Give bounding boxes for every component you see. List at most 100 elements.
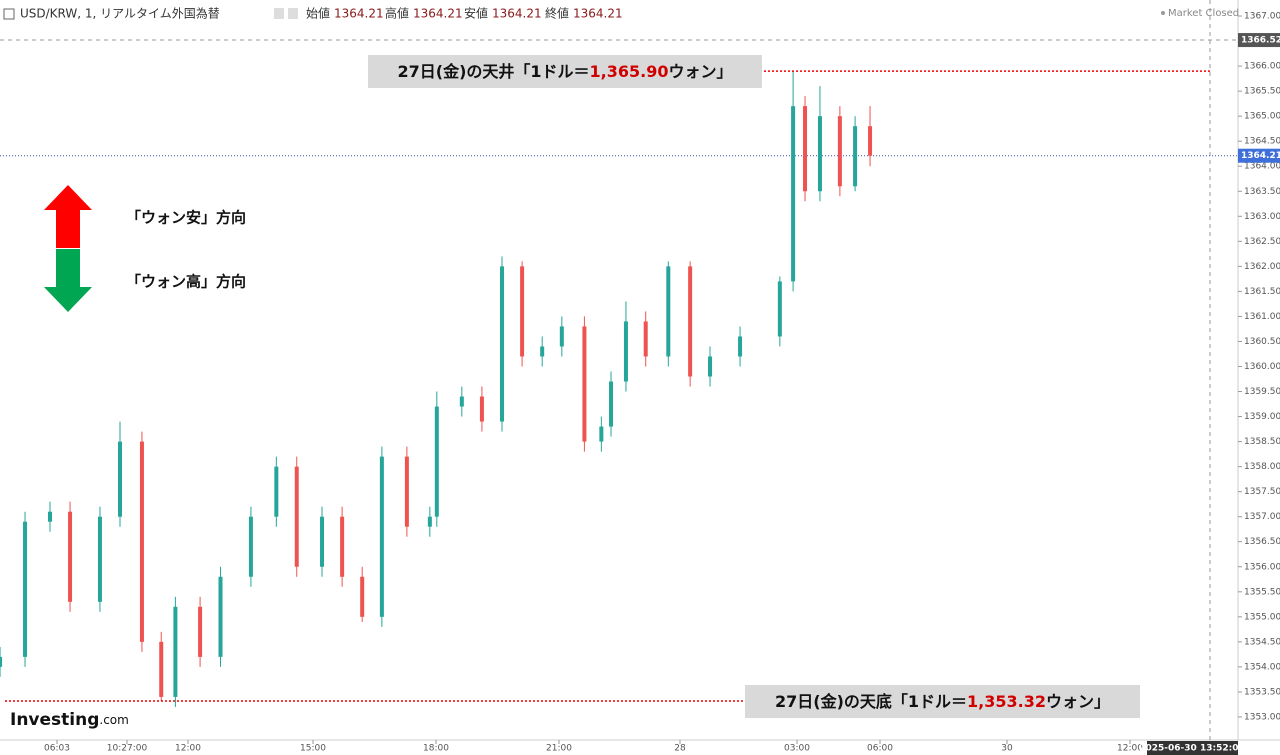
ohlc-label: 始値 <box>306 6 330 21</box>
candle-body <box>48 511 52 522</box>
crosshair-time: 2025-06-30 13:52:00 <box>1139 744 1244 754</box>
status-dot <box>1161 11 1165 15</box>
y-tick-label: 1367.00 <box>1244 12 1280 22</box>
last-price-box <box>1238 148 1280 163</box>
icon[interactable] <box>274 8 284 19</box>
annotation-prefix: 27日(金)の天井「1ドル＝ <box>398 62 590 81</box>
candle-body <box>198 606 203 657</box>
candle-body <box>500 266 505 422</box>
annotation-text: 27日(金)の天井「1ドル＝1,365.90ウォン」 <box>398 62 733 81</box>
annotation-box <box>368 55 762 88</box>
logo-name: Investing <box>10 710 99 730</box>
candle-body <box>623 321 628 382</box>
candle-body <box>68 511 73 602</box>
y-tick-label: 1354.50 <box>1244 637 1280 647</box>
y-tick-label: 1353.00 <box>1244 712 1280 722</box>
candle-body <box>139 441 144 642</box>
crosshair-price-box <box>1238 33 1280 48</box>
y-tick-label: 1365.50 <box>1244 87 1280 97</box>
candle-body <box>434 406 439 517</box>
annotation-box <box>745 685 1140 718</box>
x-tick-label: 03:00 <box>784 744 810 754</box>
y-tick-label: 1358.00 <box>1244 462 1280 472</box>
logo: Investing.com <box>10 710 129 730</box>
ohlc-label: 終値 <box>545 6 569 21</box>
annotation-suffix: ウォン」 <box>1046 692 1110 711</box>
legend: 「ウォン安」方向 「ウォン高」方向 <box>44 185 246 312</box>
y-tick-label: 1363.00 <box>1244 212 1280 222</box>
annotation-suffix: ウォン」 <box>668 62 732 81</box>
y-tick-label: 1358.50 <box>1244 437 1280 447</box>
x-tick-label: 06:00 <box>867 744 893 754</box>
candle-body <box>643 321 648 357</box>
ohlc-label: 安値 <box>464 6 488 21</box>
annotation-value: 1,365.90 <box>590 62 669 81</box>
ohlc-label: 高値 <box>385 6 409 21</box>
candle-body <box>837 116 842 187</box>
candle-body <box>540 346 545 357</box>
candle-body <box>360 576 365 617</box>
x-tick-label: 15:00 <box>300 744 326 754</box>
candle-body <box>738 336 743 357</box>
y-tick-label: 1354.00 <box>1244 662 1280 672</box>
y-tick-label: 1364.00 <box>1244 162 1280 172</box>
candle-body <box>97 516 102 602</box>
y-tick-label: 1360.00 <box>1244 362 1280 372</box>
annotation-prefix: 27日(金)の天底「1ドル＝ <box>775 692 967 711</box>
x-tick-label: 30 <box>1001 744 1013 754</box>
y-tick-label: 1366.00 <box>1244 62 1280 72</box>
y-tick-label: 1362.50 <box>1244 237 1280 247</box>
x-tick-label: 18:00 <box>423 744 449 754</box>
candle-body <box>868 126 873 156</box>
icon[interactable] <box>288 8 298 19</box>
candle-body <box>320 516 325 567</box>
candle-body <box>479 396 484 422</box>
y-tick-label: 1363.50 <box>1244 187 1280 197</box>
candle-body <box>404 456 409 527</box>
x-tick-label: 28 <box>674 744 686 754</box>
candle-body <box>294 466 299 567</box>
y-tick-label: 1357.00 <box>1244 512 1280 522</box>
crosshair-price: 1366.52 <box>1241 36 1280 46</box>
candle-body <box>777 281 782 337</box>
header: USD/KRW, 1, リアルタイム外国為替 始値 1364.21 高値 136… <box>3 6 1239 21</box>
ohlc-value: 1364.21 <box>413 7 463 21</box>
y-tick-label: 1356.50 <box>1244 537 1280 547</box>
candle-body <box>0 656 3 667</box>
x-tick-label: 12:00 <box>1117 744 1143 754</box>
market-status: Market Closed <box>1168 8 1239 19</box>
x-tick-label: 21:00 <box>546 744 572 754</box>
candle-body <box>340 516 345 577</box>
annotation-value: 1,353.32 <box>967 692 1046 711</box>
candle-body <box>379 456 384 617</box>
y-tick-label: 1353.50 <box>1244 687 1280 697</box>
ohlc-value: 1364.21 <box>492 7 542 21</box>
collapse-icon[interactable] <box>3 8 15 20</box>
annotation-text: 27日(金)の天底「1ドル＝1,353.32ウォン」 <box>775 692 1110 711</box>
candle-body <box>23 521 28 657</box>
symbol-title: USD/KRW, 1, リアルタイム外国為替 <box>20 7 220 21</box>
crosshair-time-box <box>1147 741 1238 755</box>
y-tick-label: 1362.00 <box>1244 262 1280 272</box>
last-price-label: 1364.21 <box>1241 151 1280 161</box>
candle-body <box>609 381 614 427</box>
up-arrow <box>44 185 92 248</box>
candle-body <box>427 516 432 527</box>
legend-label: 「ウォン安」方向 <box>126 209 246 227</box>
candle-body <box>582 326 587 442</box>
y-tick-label: 1359.50 <box>1244 387 1280 397</box>
candle-body <box>118 441 122 517</box>
ohlc-value: 1364.21 <box>334 7 384 21</box>
candle-body <box>599 426 604 442</box>
down-arrow <box>44 249 92 312</box>
ohlc-value: 1364.21 <box>573 7 623 21</box>
x-tick-label: 12:00 <box>175 744 201 754</box>
candle-body <box>666 266 671 357</box>
y-tick-label: 1364.50 <box>1244 137 1280 147</box>
x-tick-label: 10:27:00 <box>107 744 148 754</box>
candle-body <box>853 126 858 187</box>
candle-body <box>520 266 525 357</box>
y-tick-label: 1361.00 <box>1244 312 1280 322</box>
y-tick-label: 1360.50 <box>1244 337 1280 347</box>
